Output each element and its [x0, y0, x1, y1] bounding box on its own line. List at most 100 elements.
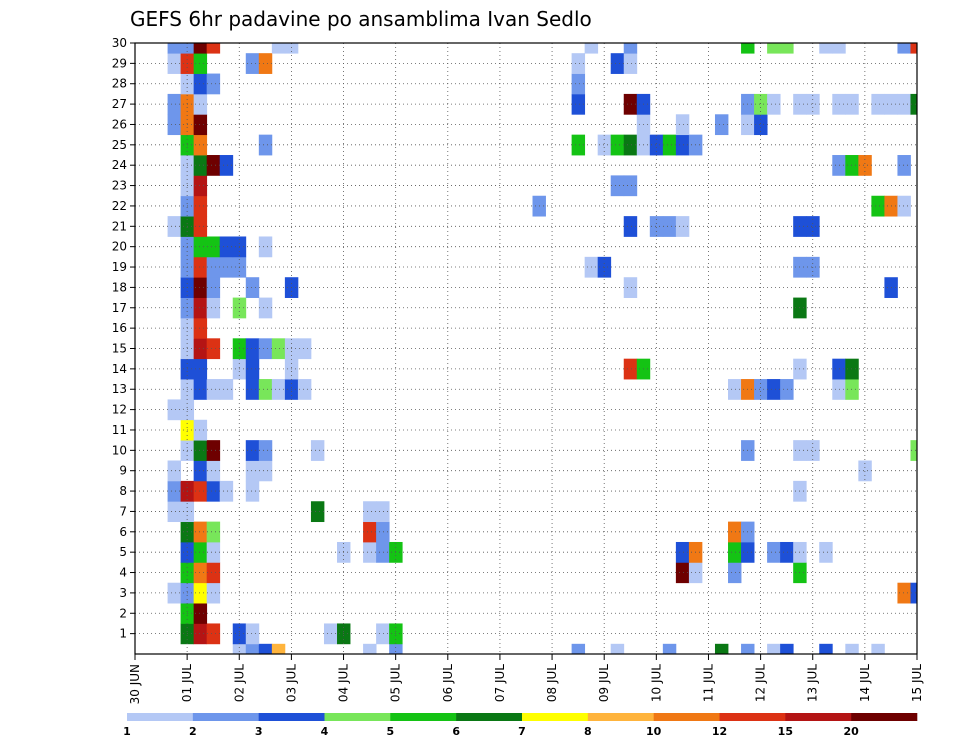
heatmap-cell — [806, 440, 820, 461]
y-tick-label: 12 — [112, 403, 127, 417]
colorbar-swatch — [192, 713, 259, 721]
heatmap-cell — [389, 643, 403, 655]
heatmap-cell — [193, 582, 208, 604]
y-tick-label: 28 — [112, 77, 127, 91]
colorbar-swatch — [127, 713, 194, 721]
heatmap-cell — [754, 114, 768, 136]
heatmap-cell — [623, 216, 638, 237]
x-tick-label: 10 JUL — [649, 664, 663, 702]
x-tick-label: 08 JUL — [545, 664, 559, 702]
heatmap-cell — [232, 643, 247, 655]
heatmap-cell — [206, 480, 221, 502]
heatmap-cell — [571, 93, 586, 115]
heatmap-cell — [376, 623, 390, 645]
y-tick-label: 23 — [112, 179, 127, 193]
heatmap-cell — [193, 114, 208, 136]
heatmap-cell — [206, 582, 221, 604]
heatmap-cell — [610, 134, 625, 156]
heatmap-cell — [206, 155, 221, 176]
x-tick-label: 04 JUL — [337, 664, 351, 702]
x-tick-label: 02 JUL — [232, 664, 246, 702]
y-tick-label: 14 — [112, 362, 127, 376]
heatmap-cell — [258, 134, 273, 156]
x-tick-label: 09 JUL — [597, 664, 611, 702]
heatmap-cell — [193, 541, 208, 563]
y-tick-label: 18 — [112, 280, 127, 294]
y-tick-label: 24 — [112, 158, 127, 172]
heatmap-cell — [767, 43, 781, 54]
heatmap-cell — [767, 93, 781, 115]
colorbar-label: 8 — [584, 725, 592, 738]
y-tick-label: 22 — [112, 199, 127, 213]
heatmap-cell — [193, 256, 208, 278]
heatmap-cell — [714, 114, 729, 136]
heatmap-cell — [167, 501, 182, 523]
y-tick-label: 15 — [112, 342, 127, 356]
heatmap-cell — [675, 114, 690, 136]
heatmap-cell — [623, 134, 638, 156]
heatmap-cell — [206, 297, 221, 319]
heatmap-cell — [819, 643, 833, 655]
heatmap-cell — [167, 53, 182, 74]
heatmap-cell — [376, 501, 390, 523]
y-tick-label: 7 — [119, 504, 127, 518]
heatmap-cell — [193, 338, 208, 360]
heatmap-cell — [897, 155, 911, 176]
heatmap-cell — [206, 623, 221, 645]
colorbar-swatch — [587, 713, 654, 721]
heatmap-cell — [193, 460, 208, 482]
y-tick-label: 4 — [119, 566, 127, 580]
heatmap-cell — [780, 43, 794, 54]
heatmap-cell — [193, 440, 208, 461]
heatmap-cell — [206, 338, 221, 360]
heatmap-cell — [845, 358, 859, 380]
heatmap-cell — [206, 440, 221, 461]
x-tick-label: 01 JUL — [180, 664, 194, 702]
heatmap-cell — [258, 236, 273, 258]
heatmap-cell — [649, 216, 664, 237]
heatmap-cell — [245, 440, 260, 461]
colorbar-swatch — [456, 713, 523, 721]
heatmap-cell — [571, 73, 586, 95]
heatmap-cell — [819, 43, 833, 54]
heatmap-cell — [780, 643, 794, 655]
heatmap-cell — [310, 501, 325, 523]
colorbar-swatch — [785, 713, 852, 721]
heatmap-cell — [897, 93, 911, 115]
heatmap-cell — [675, 216, 690, 237]
heatmap-cell — [206, 256, 221, 278]
x-tick-label: 11 JUL — [701, 664, 715, 702]
colorbar-label: 15 — [778, 725, 793, 738]
heatmap-cell — [910, 93, 918, 115]
heatmap-cell — [871, 195, 885, 217]
heatmap-cell — [610, 175, 625, 197]
heatmap-cell — [245, 53, 260, 74]
x-tick-label: 13 JUL — [806, 664, 820, 702]
heatmap-cell — [219, 256, 234, 278]
x-tick-label: 07 JUL — [493, 664, 507, 702]
heatmap-cell — [363, 643, 377, 655]
heatmap-cell — [193, 521, 208, 543]
colorbar-swatch — [522, 713, 589, 721]
heatmap-cell — [271, 379, 286, 400]
heatmap-cell — [258, 643, 273, 655]
heatmap-cell — [897, 43, 911, 54]
y-tick-label: 16 — [112, 321, 127, 335]
heatmap-cell — [206, 73, 221, 95]
heatmap-cell — [571, 53, 586, 74]
heatmap-cell — [193, 277, 208, 298]
heatmap-cell — [858, 460, 872, 482]
heatmap-cell — [571, 134, 586, 156]
heatmap-cell — [193, 623, 208, 645]
y-tick-label: 21 — [112, 219, 127, 233]
heatmap-cell — [675, 562, 690, 584]
heatmap-cell — [258, 53, 273, 74]
heatmap-cell — [193, 195, 208, 217]
colorbar-swatch — [851, 713, 918, 721]
colorbar-label: 10 — [646, 725, 662, 738]
heatmap-cell — [219, 155, 234, 176]
heatmap-cell — [193, 53, 208, 74]
heatmap-cell — [206, 562, 221, 584]
colorbar-label: 20 — [844, 725, 860, 738]
